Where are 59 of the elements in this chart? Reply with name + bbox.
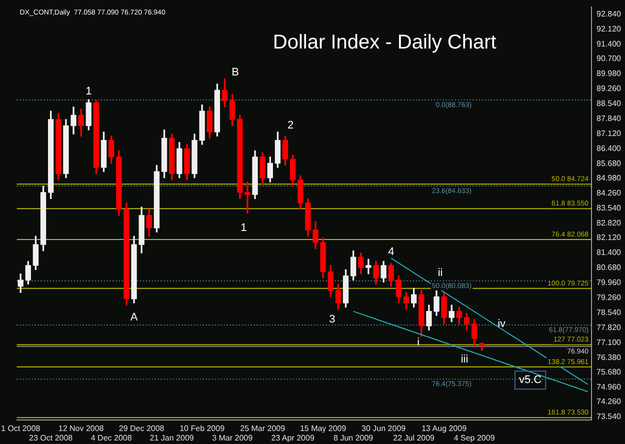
x-tick-label: 10 Feb 2009: [180, 424, 226, 433]
x-tick-label: 4 Dec 2008: [90, 433, 132, 442]
y-tick-label: 84.980: [596, 173, 622, 182]
annotation: 3: [329, 314, 336, 326]
annotation: v5.C: [518, 374, 542, 386]
y-tick-label: 79.960: [596, 278, 622, 288]
annotation: 4: [388, 246, 394, 258]
annotation: ii: [438, 266, 443, 279]
y-tick-label: 87.840: [596, 114, 622, 123]
annotation: B: [232, 66, 240, 79]
text: Dollar Index - Daily Chart: [272, 31, 497, 54]
y-tick-label: 75.680: [596, 367, 622, 376]
annotation: 2: [287, 120, 294, 132]
y-tick-label: 92.840: [596, 10, 622, 19]
x-tick-label: 8 Jun 2009: [334, 433, 374, 442]
y-tick-label: 74.960: [596, 382, 622, 392]
x-tick-label: 25 Mar 2009: [240, 424, 286, 433]
x-tick-label: 30 Jun 2009: [362, 424, 406, 433]
y-tick-label: 82.120: [596, 233, 622, 242]
annotation: i: [417, 336, 420, 349]
y-tick-label: 83.540: [596, 203, 622, 212]
x-tick-label: 1 Oct 2008: [1, 424, 41, 433]
y-tick-label: 84.260: [596, 188, 622, 198]
y-tick-label: 88.540: [596, 99, 622, 108]
x-tick-label: 4 Sep 2009: [454, 433, 496, 442]
y-tick-label: 78.540: [596, 308, 622, 317]
y-tick-label: 91.400: [596, 40, 622, 49]
annotation: iv: [498, 318, 506, 330]
y-tick-label: 89.980: [596, 69, 622, 78]
x-tick-label: 15 May 2009: [300, 424, 347, 433]
y-tick-label: 85.680: [596, 158, 622, 168]
y-tick-label: 77.100: [596, 338, 622, 347]
x-tick-label: 29 Dec 2008: [118, 424, 165, 433]
y-tick-label: 89.260: [596, 84, 622, 94]
y-tick-label: 86.400: [596, 144, 622, 153]
y-tick-label: 81.400: [596, 248, 622, 258]
y-tick-label: 79.260: [596, 292, 622, 302]
y-tick-label: 87.120: [596, 128, 622, 138]
annotation: A: [130, 312, 138, 324]
x-tick-label: 22 Jul 2009: [393, 433, 436, 442]
y-tick-label: 76.380: [596, 352, 622, 362]
y-tick-label: 92.120: [596, 24, 622, 34]
x-tick-label: 3 Mar 2009: [212, 433, 254, 442]
y-tick-label: 74.260: [596, 397, 622, 406]
y-tick-label: 77.820: [596, 322, 622, 332]
x-tick-label: 21 Jan 2009: [150, 433, 194, 442]
y-tick-label: 90.700: [596, 54, 622, 64]
annotation: iii: [460, 353, 468, 366]
candlestick: [244, 182, 250, 214]
x-tick-label: 12 Nov 2008: [58, 424, 104, 433]
x-tick-label: 23 Oct 2008: [29, 433, 74, 442]
x-tick-label: 13 Aug 2009: [422, 424, 468, 433]
y-tick-label: 80.680: [596, 263, 622, 272]
y-tick-label: 82.820: [596, 218, 622, 228]
y-tick-label: 73.540: [596, 412, 622, 422]
candlestick: [366, 258, 372, 274]
annotation: 1: [240, 222, 247, 234]
annotation: 1: [86, 85, 92, 98]
x-tick-label: 23 Apr 2009: [271, 433, 315, 442]
